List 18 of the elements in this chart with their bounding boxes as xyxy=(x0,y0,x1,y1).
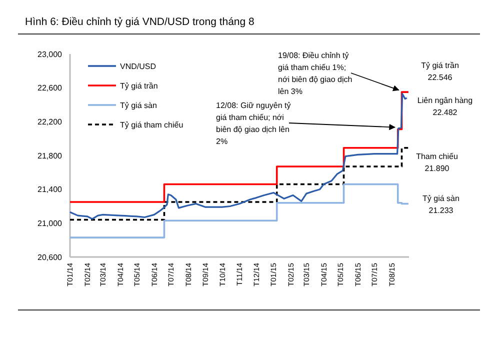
y-tick-label: 20,600 xyxy=(38,252,63,262)
y-tick-label: 23,000 xyxy=(38,50,63,59)
y-tick-label: 21,000 xyxy=(38,218,63,228)
text: Liên ngân hàng 22.482 xyxy=(417,96,473,117)
y-tick-label: 22,600 xyxy=(38,84,63,93)
y-tick-label: 21,800 xyxy=(38,151,63,160)
legend-label: Tỷ giá tham chiếu xyxy=(120,120,184,130)
legend-label: VND/USD xyxy=(120,62,156,71)
y-tick-label: 22,200 xyxy=(38,117,63,126)
text: Tỷ giá sàn 21.233 xyxy=(422,194,460,215)
y-tick-label: 21,400 xyxy=(38,185,63,194)
text: Tỷ giá trần 22.546 xyxy=(421,61,459,82)
annotation: 12/08: Giữ nguyên tỷ giá tham chiếu; nới biên độ giao dịch lên 2% xyxy=(216,101,291,146)
text: Tham chiếu 21.890 xyxy=(416,152,458,173)
chart-title: Hình 6: Điều chỉnh tỷ giá VND/USD trong tháng 8 xyxy=(25,16,255,28)
annotation: 19/08: Điều chỉnh tỷ giá tham chiếu 1%; nới biên độ giao dịch lên 3% xyxy=(278,51,352,96)
legend-label: Tỷ giá trần xyxy=(120,81,158,90)
legend-label: Tỷ giá sàn xyxy=(120,100,157,110)
